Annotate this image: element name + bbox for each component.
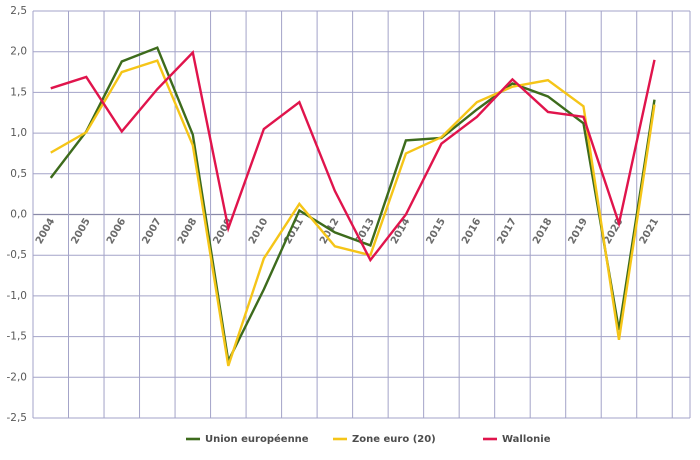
y-tick-label: 1,5 xyxy=(10,86,27,98)
grid xyxy=(33,11,690,418)
x-tick-label: 2016 xyxy=(460,216,483,246)
legend: Union européenne Zone euro (20) Wallonie xyxy=(186,433,551,445)
y-tick-label: 0,5 xyxy=(10,168,27,180)
x-tick-label: 2010 xyxy=(247,216,270,246)
x-tick-label: 2007 xyxy=(140,216,163,246)
legend-label: Union européenne xyxy=(205,433,309,445)
y-tick-label: 2,0 xyxy=(10,46,27,58)
y-tick-label: 2,5 xyxy=(10,5,27,17)
y-tick-label: 1,0 xyxy=(10,127,27,139)
x-tick-label: 2017 xyxy=(496,216,519,246)
x-tick-label: 2008 xyxy=(176,216,199,246)
x-tick-label: 2019 xyxy=(567,216,590,246)
x-tick-label: 2021 xyxy=(638,216,661,246)
x-tick-label: 2015 xyxy=(425,216,448,246)
x-tick-label: 2006 xyxy=(105,216,128,246)
y-tick-label: -1,5 xyxy=(7,331,28,343)
x-tick-label: 2005 xyxy=(69,216,92,246)
y-axis: 2,5 2,0 1,5 1,0 0,5 0,0 -0,5 -1,0 -1,5 -2,0 -2,5 xyxy=(7,5,28,424)
x-tick-label: 2004 xyxy=(34,216,57,246)
y-tick-label: -1,0 xyxy=(7,290,28,302)
x-tick-label: 2018 xyxy=(531,216,554,246)
legend-label: Wallonie xyxy=(502,434,551,445)
y-tick-label: -2,0 xyxy=(7,371,28,383)
y-tick-label: -2,5 xyxy=(7,412,28,424)
x-tick-label: 2020 xyxy=(602,216,625,246)
y-tick-label: -0,5 xyxy=(7,249,28,261)
legend-label: Zone euro (20) xyxy=(352,434,436,445)
y-tick-label: 0,0 xyxy=(10,209,27,221)
